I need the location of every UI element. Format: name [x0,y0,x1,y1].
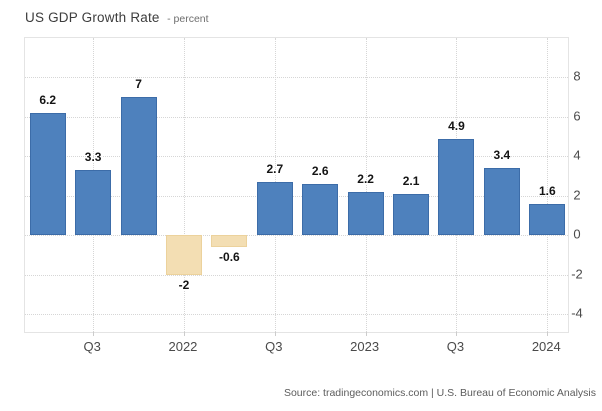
x-axis-tick [365,332,367,336]
bar-value-label: 1.6 [538,183,556,198]
x-axis: Q3 2022 Q3 2023 Q3 2024 [24,339,569,355]
bar-value-label: 3.3 [84,150,102,165]
bar-10[interactable] [438,138,475,236]
chart-title: US GDP Growth Rate - percent [25,9,209,27]
gridline-x-2024 [547,38,549,332]
bar-11[interactable] [483,168,520,236]
gridline-y-8 [25,77,568,79]
y-axis: 8 6 4 2 0 -2 -4 [569,37,601,333]
x-axis-tick [456,332,458,336]
x-tick-label: Q3 [83,339,101,354]
x-tick-label: 2023 [350,339,380,354]
gridline-y-0 [25,235,568,237]
bar-value-label: -0.6 [219,250,240,265]
source-attribution: Source: tradingeconomics.com | U.S. Bure… [283,387,596,399]
chart-title-unit: - percent [167,13,209,25]
gridline-x-2023 [365,38,367,332]
gridline-x-2022 [183,38,185,332]
bar-value-label: 7 [135,77,142,92]
gridline-y--2 [25,274,568,276]
plot-area: 6.2 3.3 7 -2 -0.6 2.7 2.6 2.2 2.1 4.9 3.4 1.6 [24,37,569,336]
y-tick-label: 2 [573,187,581,203]
bar-value-label: 2.2 [357,171,374,186]
x-axis-tick [183,332,185,336]
bar-7[interactable] [302,184,339,236]
bar-9[interactable] [393,193,430,236]
x-tick-label: 2024 [531,339,561,354]
bar-1[interactable] [29,112,66,236]
bar-8[interactable] [347,191,384,236]
gridline-y-4 [25,156,568,158]
bar-6[interactable] [256,182,293,236]
y-tick-label: 4 [573,147,581,163]
chart-title-text: US GDP Growth Rate [25,10,160,25]
bar-value-label: 2.1 [402,173,420,188]
x-axis-tick [274,332,276,336]
y-tick-label: -4 [571,305,583,321]
bar-5[interactable] [211,235,248,248]
bar-value-label: 4.9 [448,118,465,133]
bar-value-label: 3.4 [493,148,511,163]
bar-3[interactable] [120,97,157,236]
y-tick-label: 0 [573,226,581,242]
x-tick-label: Q3 [265,339,283,354]
bar-value-label: 2.6 [311,164,329,179]
gridline-y-2 [25,195,568,197]
bar-4[interactable] [165,235,202,275]
bar-value-label: 2.7 [266,162,284,177]
y-tick-label: 8 [573,68,581,84]
x-axis-tick [547,332,549,336]
bar-2[interactable] [75,170,112,236]
bar-value-label: -2 [178,277,190,292]
bar-12[interactable] [529,203,566,236]
y-tick-label: 6 [573,108,581,124]
bar-value-label: 6.2 [39,93,57,107]
y-tick-label: -2 [571,266,583,282]
x-axis-tick [93,332,95,336]
x-tick-label: Q3 [446,339,465,354]
gridline-y-6 [25,116,568,118]
gridline-y--4 [25,314,568,316]
x-tick-label: 2022 [168,339,198,354]
